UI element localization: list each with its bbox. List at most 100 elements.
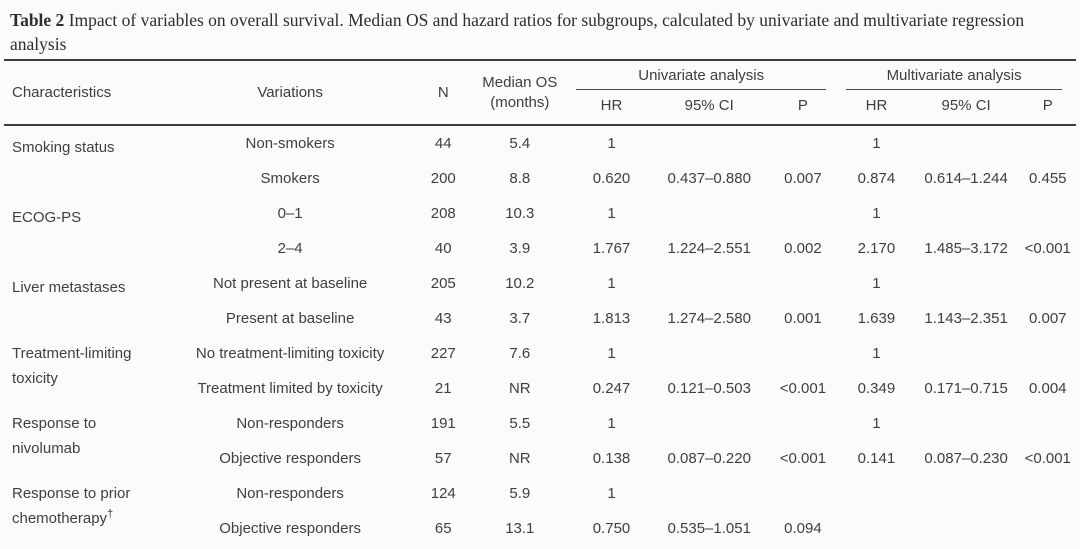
cell-uni-ci: 0.437–0.880 (667, 170, 751, 187)
cell-n: 208 (430, 205, 456, 222)
cell-multi-p (1020, 125, 1077, 161)
cell-variation: Present at baseline (225, 310, 355, 327)
cell-uni-hr: 0.247 (592, 380, 631, 397)
table-row: Response to prior chemotherapy† Non-resp… (4, 476, 1076, 527)
cell-multi-ci: 1.143–2.351 (924, 310, 1008, 327)
cell-uni-ci: 0.121–0.503 (667, 380, 751, 397)
table-row: 2–4 40 3.9 1.767 1.224–2.551 0.002 2.170… (4, 231, 1076, 266)
cell-uni-p (766, 125, 841, 161)
cell-uni-p: 0.007 (784, 170, 822, 187)
cell-uni-ci (653, 266, 766, 301)
cell-uni-hr: 1 (607, 205, 616, 222)
characteristic-text: Treatment-limiting toxicity (12, 345, 132, 387)
cell-median-os: 3.9 (509, 240, 531, 257)
cell-n: 57 (434, 450, 452, 467)
cell-variation: Treatment limited by toxicity (197, 380, 383, 397)
cell-multi-ci: 0.087–0.230 (924, 450, 1008, 467)
cell-multi-hr: 1 (872, 275, 881, 292)
cell-multi-hr: 1 (872, 135, 881, 152)
cell-median-os: 5.9 (509, 485, 531, 502)
cell-uni-ci: 0.535–1.051 (667, 520, 751, 537)
cell-n: 21 (434, 380, 452, 397)
cell-multi-hr: 1 (872, 415, 881, 432)
group-header-multivariate-label: Multivariate analysis (846, 67, 1062, 90)
cell-uni-ci: 0.087–0.220 (667, 450, 751, 467)
cell-uni-ci (653, 476, 766, 511)
cell-uni-p: <0.001 (779, 380, 827, 397)
cell-multi-p (1020, 196, 1077, 231)
table-row: Smokers 200 8.8 0.620 0.437–0.880 0.007 … (4, 161, 1076, 196)
cell-uni-ci (653, 196, 766, 231)
cell-multi-p: 0.455 (1028, 170, 1067, 187)
col-header-multi-hr: HR (840, 90, 913, 126)
cell-multi-hr: 0.141 (857, 450, 896, 467)
cell-uni-hr: 1.813 (592, 310, 631, 327)
cell-multi-p (1020, 406, 1077, 441)
cell-multi-hr: 1 (872, 205, 881, 222)
cell-n: 200 (430, 170, 456, 187)
cell-n: 43 (434, 310, 452, 327)
cell-multi-ci (913, 336, 1020, 371)
cell-characteristic: Response to prior chemotherapy† (4, 476, 163, 546)
cell-multi-p (1020, 336, 1077, 371)
cell-uni-hr: 0.620 (592, 170, 631, 187)
col-header-multi-ci: 95% CI (912, 90, 1020, 126)
col-header-median-os: Median OS (months) (469, 60, 571, 126)
table-body: Smoking status Non-smokers 44 5.4 1 1 Sm… (4, 125, 1076, 546)
cell-multi-hr: 1.639 (857, 310, 896, 327)
cell-uni-hr: 1 (607, 345, 616, 362)
cell-characteristic: ECOG-PS (4, 196, 163, 266)
cell-median-os: 5.5 (509, 415, 531, 432)
cell-n: 191 (430, 415, 456, 432)
cell-uni-ci (653, 406, 766, 441)
cell-uni-hr: 1 (607, 135, 616, 152)
cell-uni-hr: 1 (607, 485, 616, 502)
cell-median-os: 5.4 (509, 135, 531, 152)
cell-uni-p (766, 406, 841, 441)
cell-characteristic: Liver metastases (4, 266, 163, 336)
characteristic-text: ECOG-PS (12, 209, 82, 226)
table-caption: Table 2 Impact of variables on overall s… (10, 8, 1070, 56)
cell-median-os: 10.3 (505, 205, 535, 222)
cell-uni-hr: 0.138 (592, 450, 631, 467)
cell-uni-ci (653, 336, 766, 371)
cell-n: 205 (430, 275, 456, 292)
cell-n: 40 (434, 240, 452, 257)
col-header-uni-ci: 95% CI (652, 90, 766, 126)
table-row: Objective responders 57 NR 0.138 0.087–0… (4, 441, 1076, 476)
median-os-line2: (months) (490, 93, 550, 111)
cell-uni-hr: 1.767 (592, 240, 631, 257)
table-caption-label: Table 2 (10, 10, 65, 30)
cell-median-os: NR (508, 450, 531, 467)
cell-variation: Not present at baseline (212, 275, 368, 292)
cell-multi-ci: 0.614–1.244 (924, 170, 1008, 187)
group-header-univariate-label: Univariate analysis (576, 67, 827, 90)
cell-median-os: 3.7 (509, 310, 531, 327)
cell-median-os: 8.8 (509, 170, 531, 187)
table-row: ECOG-PS 0–1 208 10.3 1 1 (4, 196, 1076, 231)
cell-multi-p: <0.001 (1024, 450, 1071, 467)
cell-multi-hr: 0.349 (857, 380, 896, 397)
cell-multi-ci (913, 266, 1020, 301)
cell-uni-hr: 1 (607, 415, 616, 432)
cell-multi-p: <0.001 (1024, 240, 1071, 257)
median-os-line1: Median OS (482, 73, 558, 91)
group-header-univariate: Univariate analysis (570, 60, 840, 90)
table-row: Objective responders 65 13.1 0.750 0.535… (4, 511, 1076, 546)
cell-characteristic: Smoking status (4, 125, 163, 196)
cell-multi-hr (840, 511, 913, 546)
cell-n: 44 (434, 135, 452, 152)
col-header-variations: Variations (163, 60, 418, 126)
cell-multi-ci: 0.171–0.715 (924, 380, 1008, 397)
cell-uni-p (766, 196, 841, 231)
characteristic-text: Smoking status (12, 139, 115, 156)
table-caption-text: Impact of variables on overall survival.… (10, 10, 1025, 54)
survival-table: Characteristics Variations N Median OS (… (4, 59, 1076, 546)
cell-characteristic: Treatment-limiting toxicity (4, 336, 163, 406)
cell-multi-hr (840, 476, 913, 511)
cell-multi-ci (913, 406, 1020, 441)
characteristic-text: Liver metastases (12, 279, 126, 296)
cell-uni-p (766, 266, 841, 301)
cell-multi-hr: 1 (872, 345, 881, 362)
cell-n: 227 (430, 345, 456, 362)
